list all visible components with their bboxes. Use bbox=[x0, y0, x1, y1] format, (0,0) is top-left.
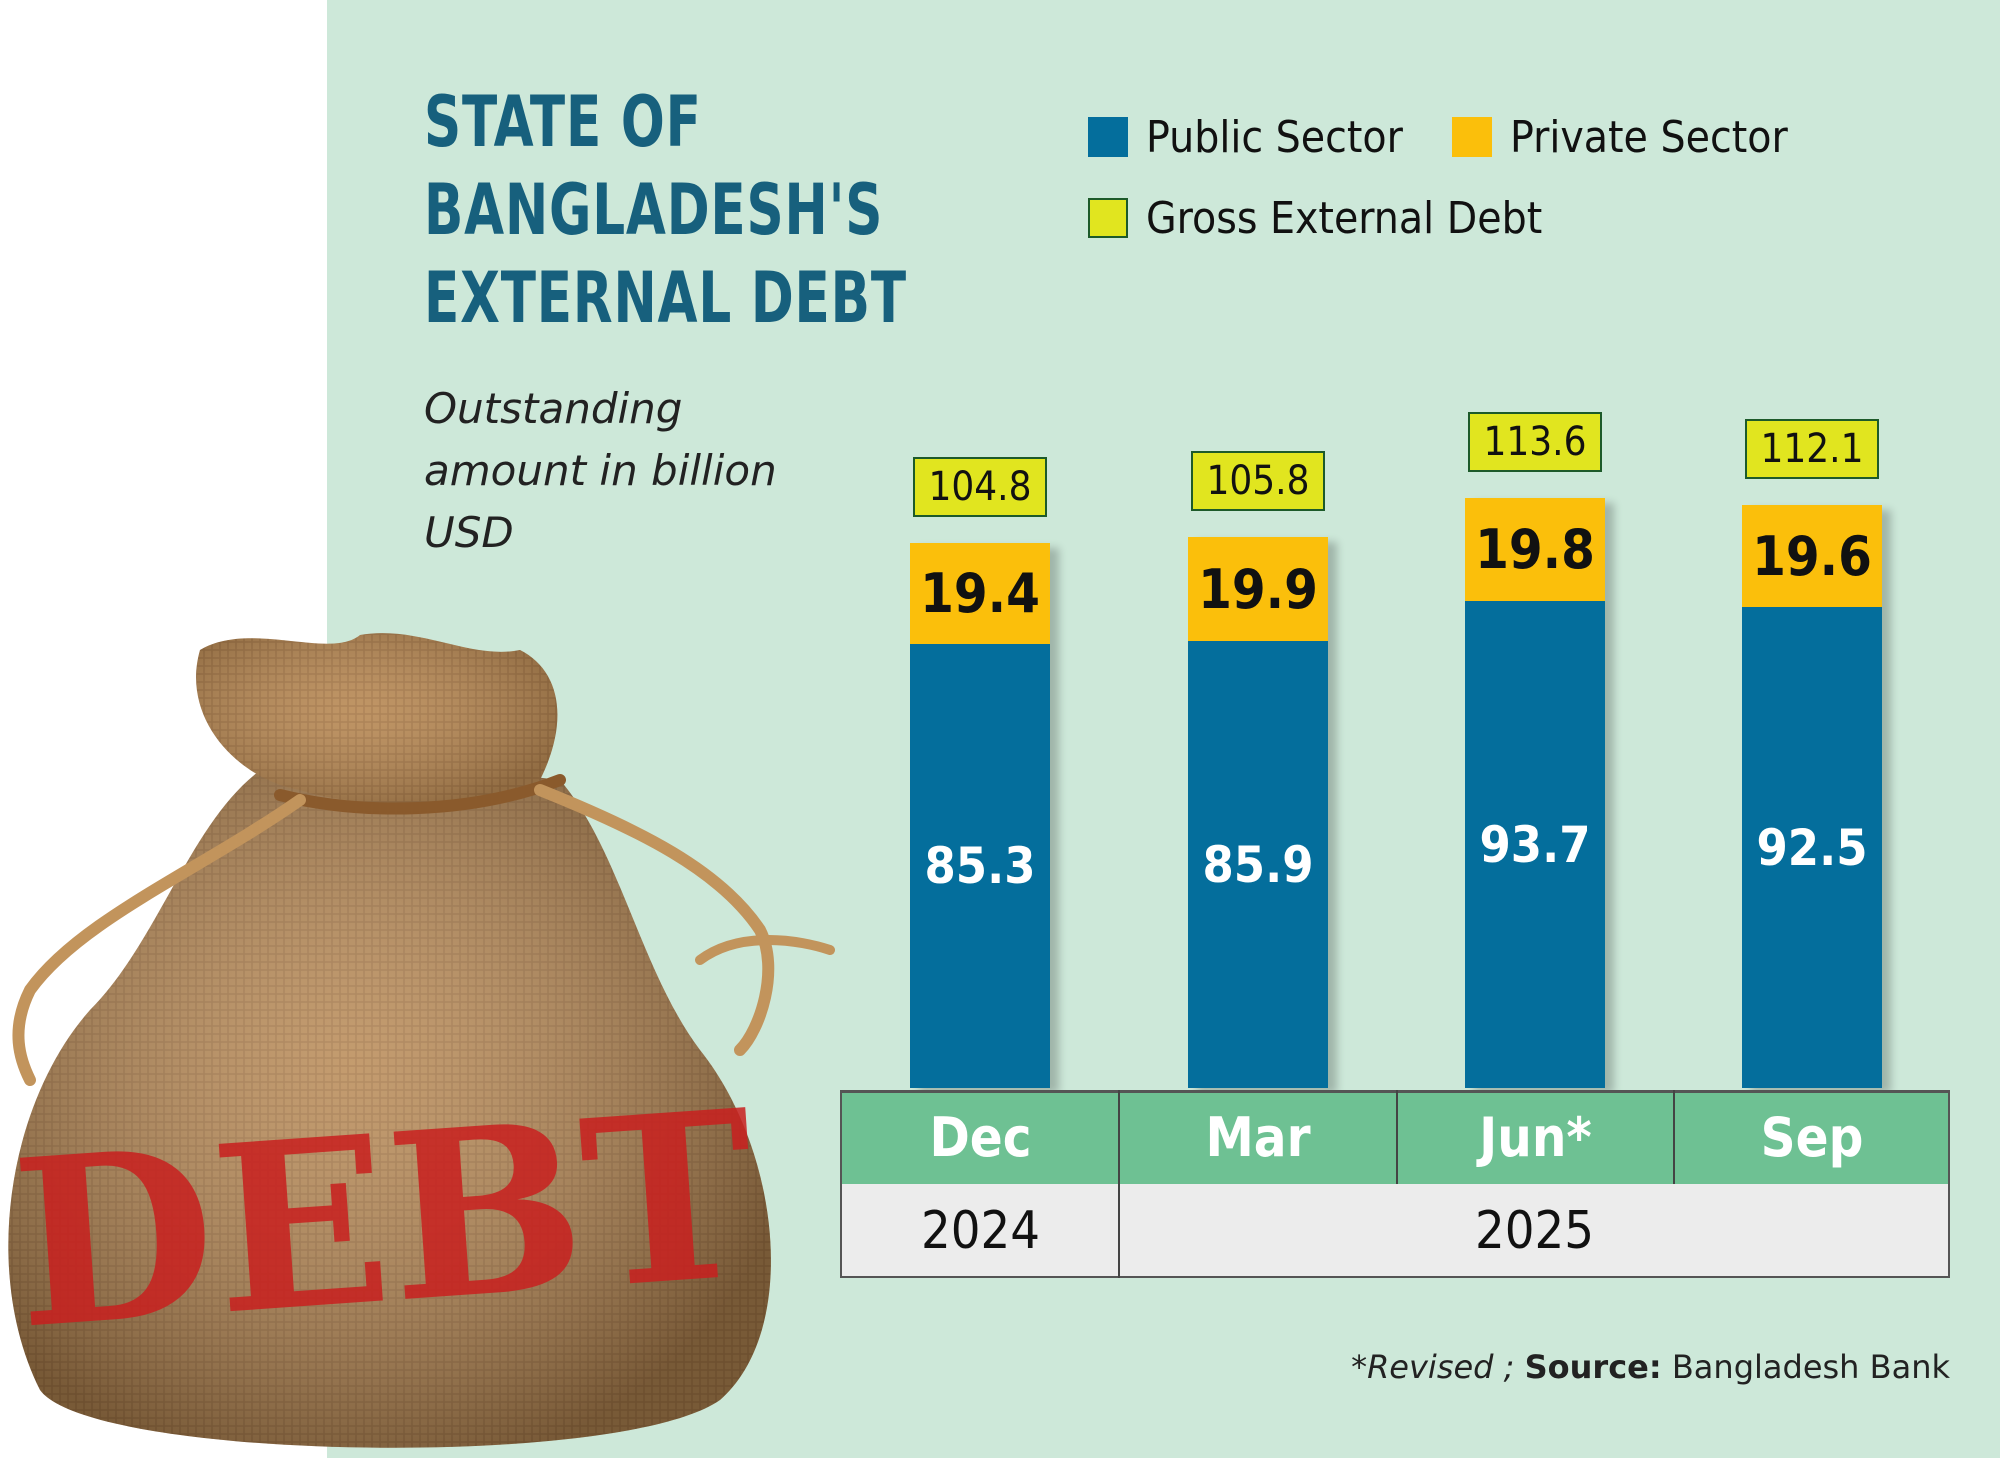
legend-private: Private Sector bbox=[1452, 111, 1788, 163]
chart-title: STATE OF BANGLADESH'S EXTERNAL DEBT bbox=[424, 78, 907, 342]
month-jun: Jun* bbox=[1479, 1105, 1592, 1169]
legend-gross-swatch bbox=[1088, 198, 1128, 238]
bar-sep-public: 92.5 bbox=[1742, 607, 1882, 1088]
legend-gross: Gross External Debt bbox=[1088, 192, 1543, 244]
gross-label-dec: 104.8 bbox=[913, 457, 1047, 517]
chart-subtitle: Outstanding amount in billion USD bbox=[424, 378, 824, 564]
bar-jun: 19.8 93.7 bbox=[1465, 498, 1605, 1088]
title-line-3: EXTERNAL DEBT bbox=[424, 257, 907, 339]
bar-dec-private: 19.4 bbox=[910, 543, 1050, 644]
bar-dec: 19.4 85.3 bbox=[910, 543, 1050, 1088]
month-sep: Sep bbox=[1760, 1105, 1864, 1169]
year-2024: 2024 bbox=[920, 1201, 1041, 1261]
bar-jun-public: 93.7 bbox=[1465, 601, 1605, 1088]
month-row bbox=[842, 1090, 1948, 1184]
bag-debt-text: DEBT bbox=[6, 1060, 763, 1381]
month-divider-3 bbox=[1673, 1090, 1675, 1184]
bar-jun-private: 19.8 bbox=[1465, 498, 1605, 601]
subtitle-line-3: USD bbox=[424, 508, 514, 557]
month-divider-2 bbox=[1396, 1090, 1398, 1184]
source-value: Bangladesh Bank bbox=[1671, 1348, 1950, 1386]
bar-sep: 19.6 92.5 bbox=[1742, 505, 1882, 1088]
legend-public-swatch bbox=[1088, 117, 1128, 157]
subtitle-line-2: amount in billion bbox=[424, 446, 777, 495]
bar-mar-public: 85.9 bbox=[1188, 641, 1328, 1088]
bar-sep-private: 19.6 bbox=[1742, 505, 1882, 607]
month-divider-1 bbox=[1118, 1090, 1120, 1278]
legend-public-label: Public Sector bbox=[1146, 111, 1403, 163]
subtitle-line-1: Outstanding bbox=[424, 384, 683, 433]
year-2025: 2025 bbox=[1474, 1201, 1595, 1261]
debt-bag-illustration: DEBT bbox=[6, 633, 835, 1448]
x-axis-table: Dec Mar Jun* Sep 2024 2025 bbox=[840, 1090, 1950, 1278]
legend-public: Public Sector bbox=[1088, 111, 1403, 163]
revised-note: *Revised ; bbox=[1351, 1348, 1515, 1386]
gross-label-mar: 105.8 bbox=[1191, 451, 1325, 511]
gross-label-jun: 113.6 bbox=[1468, 412, 1602, 472]
gross-label-sep: 112.1 bbox=[1745, 419, 1879, 479]
title-line-2: BANGLADESH'S bbox=[424, 169, 884, 251]
source-label: Source: bbox=[1524, 1348, 1662, 1386]
bar-mar-private: 19.9 bbox=[1188, 537, 1328, 641]
bar-dec-public: 85.3 bbox=[910, 644, 1050, 1088]
legend-private-label: Private Sector bbox=[1510, 111, 1788, 163]
title-line-1: STATE OF bbox=[424, 81, 702, 163]
month-mar: Mar bbox=[1205, 1105, 1311, 1169]
month-dec: Dec bbox=[929, 1105, 1032, 1169]
bar-mar: 19.9 85.9 bbox=[1188, 537, 1328, 1088]
legend-gross-label: Gross External Debt bbox=[1146, 192, 1543, 244]
source-note: *Revised ; Source: Bangladesh Bank bbox=[1351, 1348, 1950, 1386]
legend-private-swatch bbox=[1452, 117, 1492, 157]
